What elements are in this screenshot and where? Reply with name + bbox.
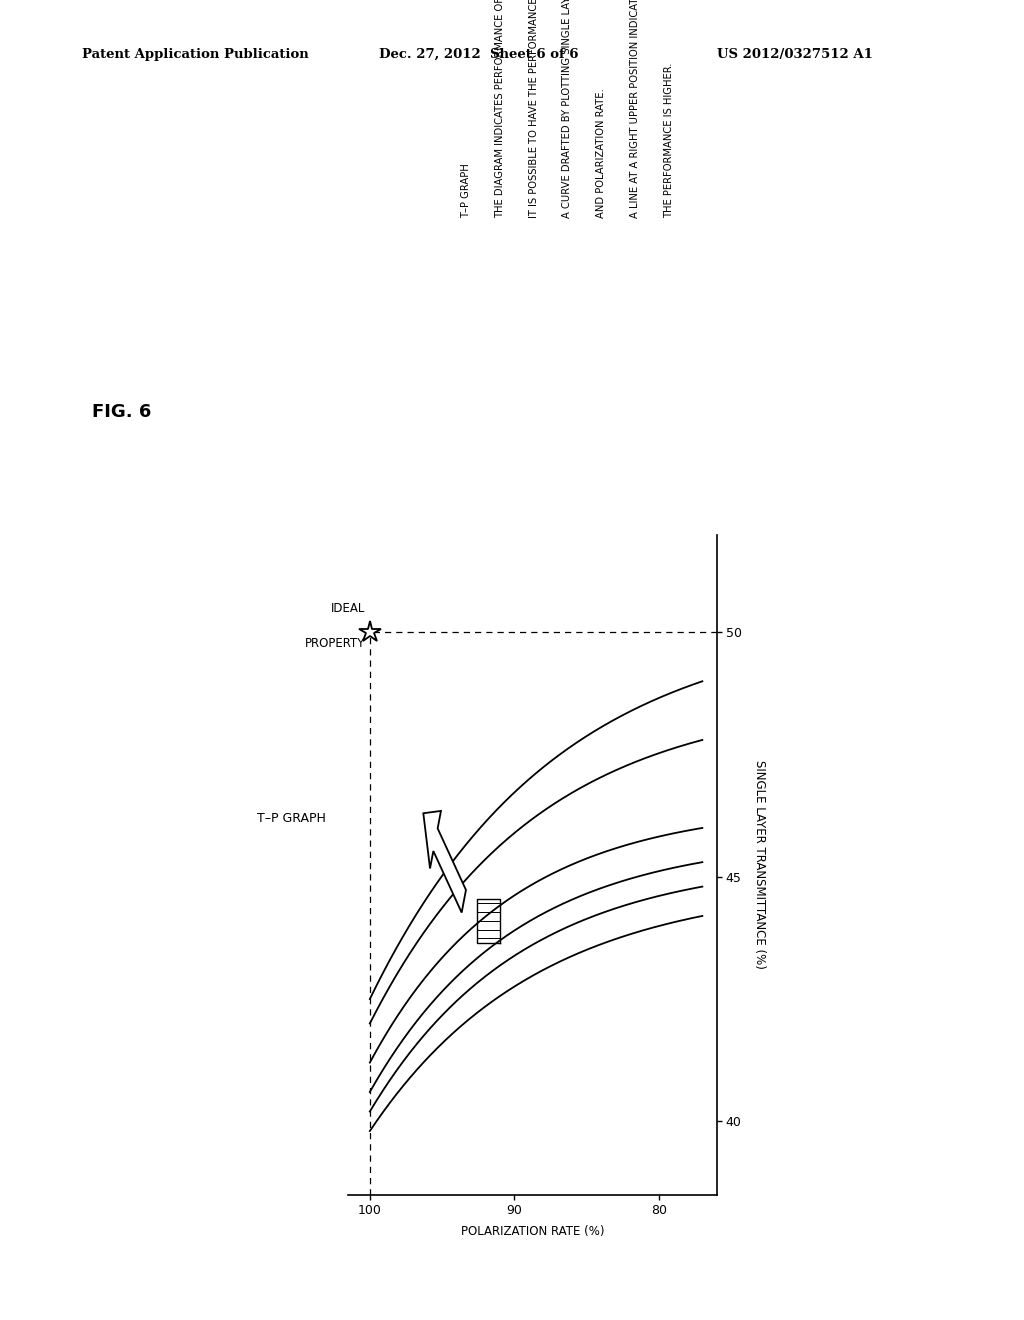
Text: Patent Application Publication: Patent Application Publication: [82, 48, 308, 61]
Text: US 2012/0327512 A1: US 2012/0327512 A1: [717, 48, 872, 61]
Text: THE PERFORMANCE IS HIGHER.: THE PERFORMANCE IS HIGHER.: [664, 62, 674, 218]
Text: IT IS POSSIBLE TO HAVE THE PERFORMANCE REPRESENTED BY: IT IS POSSIBLE TO HAVE THE PERFORMANCE R…: [528, 0, 539, 218]
Text: FIG. 6: FIG. 6: [92, 403, 152, 421]
Text: T–P GRAPH: T–P GRAPH: [257, 812, 327, 825]
Text: THE DIAGRAM INDICATES PERFORMANCE OF POLARIZING FILM.: THE DIAGRAM INDICATES PERFORMANCE OF POL…: [495, 0, 505, 218]
Text: A CURVE DRAFTED BY PLOTTING SINGLE LAYER TRANSMITTANCE: A CURVE DRAFTED BY PLOTTING SINGLE LAYER…: [562, 0, 572, 218]
Text: PROPERTY: PROPERTY: [305, 638, 366, 651]
Text: A LINE AT A RIGHT UPPER POSITION INDICATES THAT: A LINE AT A RIGHT UPPER POSITION INDICAT…: [630, 0, 640, 218]
Text: IDEAL: IDEAL: [331, 602, 366, 615]
Text: Dec. 27, 2012  Sheet 6 of 6: Dec. 27, 2012 Sheet 6 of 6: [379, 48, 579, 61]
Text: AND POLARIZATION RATE.: AND POLARIZATION RATE.: [596, 88, 606, 218]
Text: T–P GRAPH: T–P GRAPH: [461, 164, 471, 218]
Y-axis label: SINGLE LAYER TRANSMITTANCE (%): SINGLE LAYER TRANSMITTANCE (%): [753, 760, 766, 969]
FancyArrow shape: [423, 810, 466, 912]
X-axis label: POLARIZATION RATE (%): POLARIZATION RATE (%): [461, 1225, 604, 1238]
